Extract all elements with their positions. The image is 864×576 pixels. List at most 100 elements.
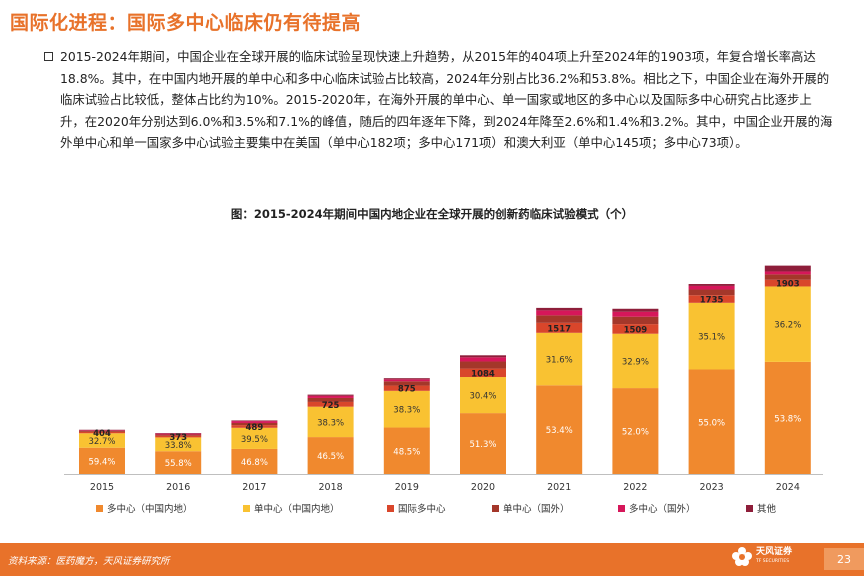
page-title: 国际化进程：国际多中心临床仍有待提高 [10, 12, 362, 34]
bar-segment [155, 435, 202, 438]
bar-segment [307, 406, 354, 438]
bar-percent-label: 53.4% [546, 426, 573, 436]
bar-total-label: 1084 [471, 369, 495, 379]
bar-segment [536, 315, 583, 323]
bar-segment [383, 378, 430, 380]
legend-label: 单中心（中国内地） [254, 503, 340, 515]
bar-segment [307, 395, 354, 398]
bar-segment [688, 284, 735, 286]
bar-segment [383, 390, 430, 428]
page-number: 23 [824, 548, 864, 570]
bar-percent-label: 32.9% [622, 357, 649, 367]
bar-segment [688, 302, 735, 370]
bar-total-label: 404 [93, 429, 111, 439]
bar-segment [688, 295, 735, 303]
bar-segment [231, 427, 278, 449]
bar-segment [307, 394, 354, 396]
bar-segment [307, 397, 354, 402]
bar-percent-label: 30.4% [469, 392, 496, 402]
bar-segment [536, 307, 583, 311]
legend-label: 多中心（中国内地） [107, 503, 193, 515]
bar-percent-label: 52.0% [622, 428, 649, 438]
bar-total-label: 875 [398, 385, 416, 395]
bar-segment [155, 434, 202, 436]
bar-segment [764, 361, 811, 474]
bar-segment [231, 422, 278, 426]
legend-swatch [243, 505, 250, 512]
bar-segment [79, 429, 125, 431]
bar-segment [536, 322, 583, 333]
bar-segment [231, 420, 278, 422]
brand-name: 天风证券 [756, 547, 793, 557]
legend-label: 国际多中心 [398, 503, 446, 515]
bar-segment [231, 421, 278, 423]
bar-segment [79, 433, 125, 448]
x-tick-label: 2022 [623, 482, 647, 493]
bar-segment [383, 379, 430, 382]
summary-paragraph: 2015-2024年期间，中国企业在全球开展的临床试验呈现快速上升趋势，从201… [60, 49, 833, 151]
bar-percent-label: 31.6% [546, 356, 573, 366]
x-tick-label: 2017 [242, 482, 266, 493]
chart-title: 图：2015-2024年期间中国内地企业在全球开展的创新药临床试验模式（个） [230, 207, 634, 221]
footer-bar [0, 543, 864, 576]
bar-segment [612, 324, 659, 334]
bar-total-label: 1517 [547, 324, 571, 334]
bar-segment [612, 308, 659, 312]
legend-swatch [96, 505, 103, 512]
bar-percent-label: 51.3% [469, 440, 496, 450]
bar-percent-label: 55.0% [698, 418, 725, 428]
bar-percent-label: 48.5% [393, 447, 420, 457]
bar-segment [688, 285, 735, 290]
bar-segment [155, 433, 202, 434]
x-tick-label: 2023 [700, 482, 724, 493]
legend-swatch [618, 505, 625, 512]
legend-label: 单中心（国外） [503, 503, 570, 515]
bar-segment [764, 274, 811, 280]
bar-percent-label: 46.5% [317, 452, 344, 462]
bar-percent-label: 32.7% [88, 437, 115, 447]
bar-segment [764, 279, 811, 287]
bar-segment [536, 332, 583, 386]
bar-total-label: 373 [169, 433, 187, 443]
legend-swatch [746, 505, 753, 512]
bar-segment [231, 448, 278, 474]
x-tick-label: 2015 [90, 482, 114, 493]
bar-segment [460, 377, 506, 414]
bar-total-label: 489 [246, 423, 264, 433]
bar-segment [688, 369, 735, 474]
brand-flower-icon [732, 547, 752, 566]
bar-segment [383, 381, 430, 386]
brand-logo: 天风证券 TF SECURITIES [731, 546, 792, 568]
bar-percent-label: 35.1% [698, 333, 725, 343]
x-tick-label: 2021 [547, 482, 571, 493]
legend-label: 多中心（国外） [629, 503, 696, 515]
bar-segment [764, 286, 811, 362]
bar-segment [460, 361, 506, 369]
bar-segment [79, 430, 125, 431]
bar-segment [764, 265, 811, 272]
bar-segment [688, 289, 735, 296]
x-tick-label: 2018 [319, 482, 343, 493]
bar-segment [612, 311, 659, 317]
legend-swatch [387, 505, 394, 512]
bar-percent-label: 46.8% [241, 458, 268, 468]
bar-percent-label: 38.3% [393, 406, 420, 416]
legend-swatch [492, 505, 499, 512]
bar-percent-label: 38.3% [317, 418, 344, 428]
bar-segment [460, 368, 506, 378]
bar-percent-label: 36.2% [774, 321, 801, 331]
bar-segment [307, 401, 354, 407]
bar-segment [612, 316, 659, 325]
bar-total-label: 725 [322, 401, 340, 411]
x-tick-label: 2016 [166, 482, 190, 493]
bar-segment [383, 385, 430, 391]
bar-percent-label: 59.4% [88, 457, 115, 467]
bar-segment [231, 425, 278, 428]
x-tick-label: 2024 [776, 482, 800, 493]
x-tick-label: 2019 [395, 482, 419, 493]
bar-segment [383, 427, 430, 474]
bar-percent-label: 53.8% [774, 414, 801, 424]
bar-segment [79, 431, 125, 434]
bar-total-label: 1903 [776, 280, 800, 290]
bar-percent-label: 39.5% [241, 435, 268, 445]
